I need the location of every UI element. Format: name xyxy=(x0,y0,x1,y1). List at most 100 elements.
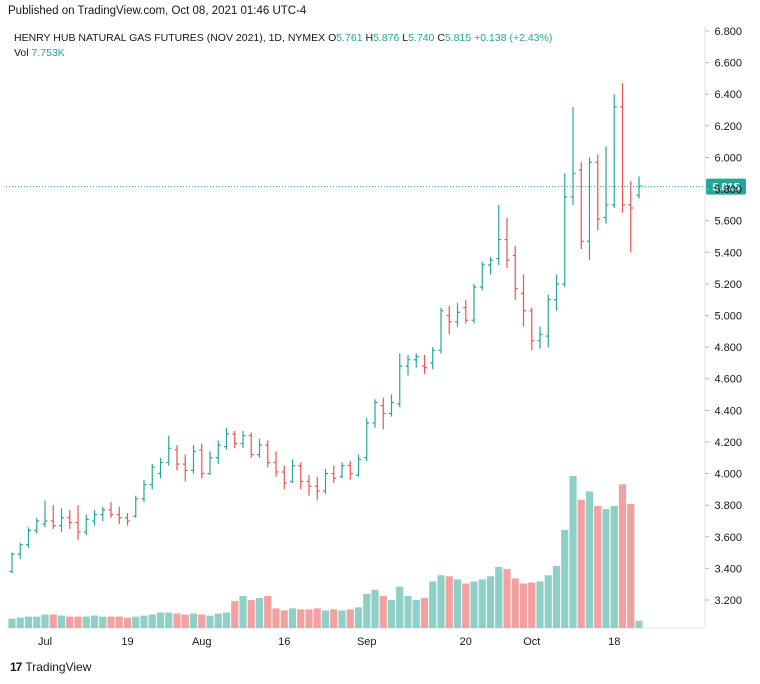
volume-bar xyxy=(115,616,123,628)
ohlc-bar xyxy=(521,274,526,327)
volume-bar xyxy=(239,595,247,628)
price-tick-label: 3.400 xyxy=(714,563,742,575)
ohlc-bar xyxy=(215,440,221,465)
ohlc-bar xyxy=(273,451,279,477)
ohlc-bar xyxy=(174,445,180,471)
volume-bar xyxy=(173,613,181,628)
ohlc-bar xyxy=(75,505,81,540)
last-price-label: 5.815 xyxy=(712,182,740,194)
ohlc-bar xyxy=(26,527,31,548)
volume-bar xyxy=(165,612,173,628)
volume-bar xyxy=(288,608,297,628)
price-tick-label: 6.400 xyxy=(714,89,742,101)
volume-bar xyxy=(478,579,486,628)
ohlc-bar xyxy=(570,106,576,205)
ohlc-bar xyxy=(92,509,97,526)
volume-bar xyxy=(264,595,272,628)
ohlc-bar xyxy=(545,294,551,348)
ohlc-bar xyxy=(603,146,609,224)
volume-bar xyxy=(585,491,594,628)
ohlc-bar xyxy=(380,397,386,430)
ohlc-bar xyxy=(554,274,559,311)
volume-bar xyxy=(536,581,544,628)
time-axis: Jul 19 Aug 16 Sep 20 Oct 18 xyxy=(38,636,620,648)
ohlc-bar xyxy=(455,302,460,327)
ohlc-bar xyxy=(149,464,155,490)
volume-bar xyxy=(371,589,379,628)
price-tick-label: 6.600 xyxy=(714,58,742,70)
ohlc-bar xyxy=(413,353,419,368)
time-tick-label: 16 xyxy=(278,636,290,648)
volume-bar xyxy=(74,616,82,628)
ohlc-bar xyxy=(323,468,328,495)
footer-brand[interactable]: 17 TradingView xyxy=(10,660,91,674)
volume-bar xyxy=(33,616,41,628)
price-axis: 6.800 6.600 6.400 6.200 6.000 5.800 5.600 5.400… xyxy=(705,26,742,607)
ohlc-bars xyxy=(9,83,642,574)
ohlc-bar xyxy=(405,355,411,376)
volume-bar xyxy=(618,484,627,628)
ohlc-bar xyxy=(331,465,337,484)
ohlc-bar xyxy=(512,245,518,300)
volume-bar xyxy=(247,600,255,628)
volume-bar xyxy=(396,586,404,628)
ohlc-bar xyxy=(199,443,205,479)
ohlc-bar xyxy=(100,506,106,521)
ohlc-bar xyxy=(636,176,642,199)
volume-bar xyxy=(222,612,231,628)
price-tick-label: 5.800 xyxy=(714,184,742,196)
volume-bar xyxy=(8,618,16,628)
volume-bar xyxy=(363,593,371,628)
ohlc-bar xyxy=(281,465,287,490)
ohlc-bar xyxy=(422,355,427,374)
volume-bar xyxy=(495,566,503,628)
ohlc-bar xyxy=(166,435,172,466)
volume-bar xyxy=(354,607,363,628)
volume-bar xyxy=(486,576,495,628)
ohlc-bar xyxy=(50,505,56,529)
close-label: C xyxy=(437,32,445,44)
published-note: Published on TradingView.com, Oct 08, 20… xyxy=(8,5,307,17)
vol-label: Vol xyxy=(14,47,29,59)
price-tick-label: 5.400 xyxy=(714,247,742,259)
volume-bar xyxy=(330,609,338,628)
time-tick-label: Jul xyxy=(38,636,52,648)
volume-bars xyxy=(8,476,643,628)
ohlc-bar xyxy=(628,181,634,253)
price-tick-label: 5.600 xyxy=(714,216,742,228)
ohlc-bar xyxy=(356,454,361,477)
volume-bar xyxy=(321,610,330,628)
price-chart[interactable]: 5.815 6.800 6.600 6.400 6.200 6.000 5.800 5.60… xyxy=(0,0,760,660)
price-tick-label: 3.200 xyxy=(714,595,742,607)
ohlc-bar xyxy=(562,173,568,288)
volume-bar xyxy=(503,569,511,628)
ohlc-bar xyxy=(232,430,238,449)
volume-bar xyxy=(404,595,412,628)
ohlc-bar xyxy=(224,427,229,450)
ohlc-bar xyxy=(9,552,15,574)
volume-bar xyxy=(189,613,198,628)
volume-bar xyxy=(528,582,536,628)
volume-bar xyxy=(544,575,552,628)
ohlc-bar xyxy=(116,506,122,525)
volume-bar xyxy=(412,600,420,628)
volume-bar xyxy=(214,613,222,628)
ohlc-bar xyxy=(620,83,625,213)
price-tick-label: 4.400 xyxy=(714,405,742,417)
close-value: 5.815 xyxy=(444,32,472,44)
volume-bar xyxy=(420,598,429,628)
volume-bar xyxy=(82,616,90,628)
volume-bar xyxy=(338,610,346,628)
volume-bar xyxy=(24,616,33,628)
brand-name: TradingView xyxy=(25,660,92,674)
volume-bar xyxy=(594,505,602,628)
ohlc-bar xyxy=(339,462,345,479)
ohlc-bar xyxy=(59,508,64,533)
ohlc-bar xyxy=(364,418,370,461)
ohlc-bar xyxy=(488,257,493,275)
price-tick-label: 4.600 xyxy=(714,374,742,386)
ohlc-bar xyxy=(611,94,617,209)
ohlc-bar xyxy=(17,543,23,559)
volume-bar xyxy=(519,583,528,628)
ohlc-bar xyxy=(587,157,592,261)
